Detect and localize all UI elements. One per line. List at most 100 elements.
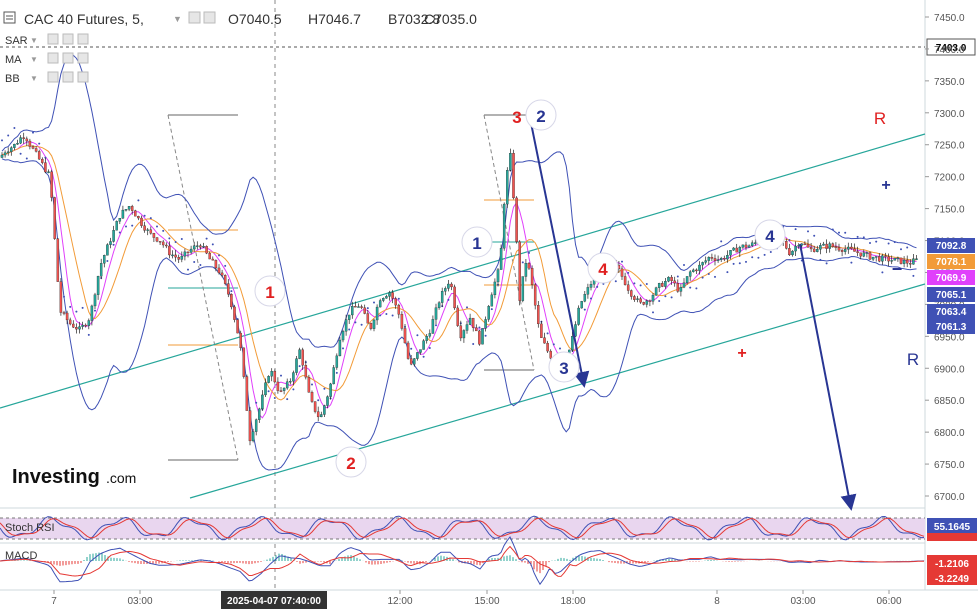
trend-arrow-1[interactable]	[529, 117, 590, 388]
candle-body	[422, 340, 425, 350]
wave-label-red-2[interactable]: 2	[335, 446, 367, 478]
sar-dot	[528, 251, 530, 254]
channel-lower-line[interactable]	[189, 283, 926, 499]
candle-body	[434, 307, 438, 320]
y-tick-label: 7350.0	[934, 77, 965, 88]
annotation-minus-blue[interactable]: −	[892, 259, 903, 279]
trend-arrow-2[interactable]	[799, 243, 857, 511]
wave-label-red-1[interactable]: 1	[254, 275, 286, 307]
candle-body	[211, 258, 215, 261]
svg-text:MA: MA	[5, 54, 22, 66]
candle-body	[161, 241, 165, 246]
x-tick-label: 18:00	[560, 596, 585, 607]
candle-body	[109, 241, 112, 245]
sar-dot	[255, 401, 258, 404]
indicator-ma[interactable]: MA ▼	[5, 52, 89, 66]
candle-body	[155, 237, 159, 242]
candle-body	[96, 276, 100, 295]
candle-body	[248, 410, 252, 442]
y-tick-label: 6750.0	[934, 460, 965, 471]
wave-label-blue-1[interactable]: 1	[461, 226, 493, 258]
sar-dot	[354, 321, 357, 324]
settings-icon[interactable]	[188, 11, 201, 24]
indicator-sar[interactable]: SAR ▼	[5, 33, 89, 47]
gear-icon[interactable]	[203, 11, 216, 24]
sar-dot	[156, 225, 158, 228]
candle-body	[208, 252, 211, 260]
wave-label-red-4[interactable]: 4	[587, 252, 619, 284]
candle-body	[816, 249, 819, 252]
sar-dot	[428, 346, 431, 349]
wave-label-blue-3[interactable]: 3	[548, 351, 580, 383]
symbol-title[interactable]: CAC 40 Futures, 5,	[24, 11, 144, 27]
y-tick-label: 7400.0	[934, 45, 965, 56]
stoch-rsi-panel: Stoch RSI 55.1645	[0, 515, 977, 541]
annotation-plus-red[interactable]: +	[737, 345, 746, 362]
candle-body	[316, 411, 320, 418]
candle-body	[862, 252, 866, 257]
candle-body	[791, 250, 794, 256]
sar-dot	[658, 300, 661, 303]
candle-body	[574, 324, 577, 337]
chevron-down-icon[interactable]: ▼	[173, 14, 182, 24]
candle-body	[28, 140, 32, 147]
sar-dot	[32, 131, 34, 134]
price-label-box	[927, 254, 975, 269]
candle-body	[127, 206, 131, 210]
candle-body	[75, 327, 78, 330]
candle-body	[707, 257, 711, 261]
sar-dot	[168, 237, 171, 240]
candle-body	[571, 336, 574, 351]
sar-dot	[559, 347, 561, 350]
sar-dot	[236, 317, 239, 320]
candle-body	[729, 250, 732, 256]
candle-body	[887, 256, 890, 262]
macd-signal-line	[0, 545, 924, 577]
candle-body	[902, 259, 906, 264]
wave-label-blue-2[interactable]: 2	[525, 99, 557, 131]
candle-body	[391, 292, 394, 299]
ohlc-close: C7035.0	[424, 11, 477, 27]
sar-dot	[273, 396, 276, 399]
candle-body	[360, 306, 363, 308]
candle-body	[701, 262, 704, 266]
candle-body	[475, 327, 478, 332]
sar-dot	[205, 237, 208, 240]
symbol-menu-icon[interactable]	[3, 11, 16, 24]
sar-dot	[75, 310, 78, 313]
candle-body	[196, 245, 199, 247]
candle-body	[831, 243, 835, 247]
sar-dot	[298, 365, 301, 368]
candle-body	[186, 251, 190, 254]
candle-body	[899, 257, 903, 264]
stoch-rsi-title[interactable]: Stoch RSI	[5, 522, 55, 534]
candle-body	[326, 396, 329, 406]
wave-label-red-3[interactable]: 3	[512, 108, 521, 127]
candle-body	[630, 290, 633, 297]
wave-label-blue-4[interactable]: 4	[754, 219, 786, 251]
sar-dot	[831, 228, 834, 231]
stoch-rsi-value-box-2	[927, 533, 977, 541]
fib-projection-left[interactable]	[167, 114, 239, 461]
annotation-r-blue[interactable]: R	[907, 350, 919, 369]
sar-dot	[149, 217, 152, 220]
annotation-plus-blue[interactable]: +	[881, 177, 890, 194]
sar-dot	[850, 261, 853, 264]
y-tick-label: 6950.0	[934, 332, 965, 343]
candle-body	[487, 306, 490, 320]
time-axis[interactable]: 7 03:00 12:00 15:00 18:00 8 03:00 06:00	[51, 590, 902, 607]
candle-body	[704, 260, 707, 263]
candle-body	[233, 306, 236, 320]
candle-body	[53, 197, 56, 239]
indicator-bb[interactable]: BB ▼	[5, 71, 89, 85]
annotation-r-red[interactable]: R	[874, 109, 886, 128]
stoch-rsi-lines	[0, 515, 925, 541]
header-legend: CAC 40 Futures, 5, ▼ O7040.5 H7046.7 B70…	[3, 11, 477, 27]
close-icon	[77, 33, 89, 45]
candle-body	[639, 298, 642, 303]
sar-dot	[379, 314, 382, 317]
candle-body	[521, 276, 525, 301]
macd-title[interactable]: MACD	[5, 550, 37, 562]
sar-dot	[187, 268, 189, 271]
